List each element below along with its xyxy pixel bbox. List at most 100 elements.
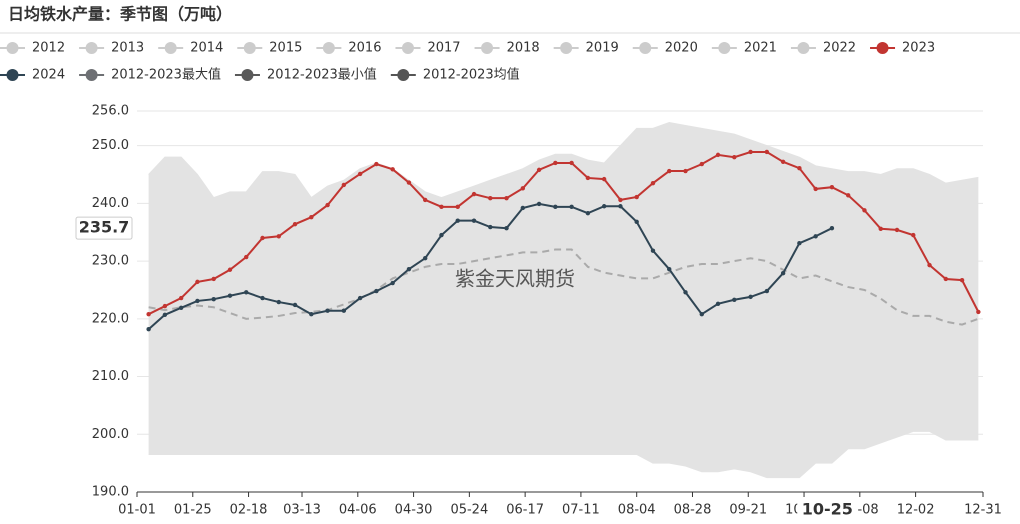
legend-label: 2024 bbox=[32, 68, 65, 83]
x-tick-label: 04-30 bbox=[395, 503, 433, 518]
x-tick-label: 03-13 bbox=[283, 503, 321, 518]
point bbox=[488, 195, 493, 201]
point bbox=[227, 267, 233, 272]
point bbox=[618, 204, 623, 209]
legend-item[interactable]: 2020 bbox=[632, 41, 698, 56]
legend-item[interactable]: 2015 bbox=[237, 41, 302, 56]
x-tick-label: 05-24 bbox=[450, 503, 488, 518]
x-tick-label: 06-17 bbox=[506, 503, 544, 518]
point bbox=[439, 204, 444, 210]
point bbox=[488, 224, 493, 230]
pointer-y-box bbox=[75, 216, 133, 240]
series-line bbox=[148, 150, 980, 316]
x-tick-label: 01-25 bbox=[174, 503, 212, 518]
legend-item[interactable]: 2013 bbox=[79, 41, 144, 56]
point bbox=[927, 262, 932, 268]
point bbox=[780, 271, 786, 276]
range-band bbox=[148, 122, 979, 478]
legend-label: 2019 bbox=[586, 41, 619, 56]
point bbox=[260, 235, 265, 241]
point bbox=[699, 161, 704, 167]
legend-item[interactable]: 2018 bbox=[474, 41, 540, 56]
legend-label: 2017 bbox=[427, 41, 460, 56]
point bbox=[146, 327, 151, 332]
point bbox=[878, 226, 883, 231]
legend-label: 2015 bbox=[269, 41, 302, 56]
point bbox=[813, 234, 818, 239]
point bbox=[797, 240, 802, 246]
point bbox=[325, 202, 330, 208]
point bbox=[894, 227, 900, 233]
legend-dot bbox=[876, 42, 889, 54]
point bbox=[585, 175, 591, 181]
point bbox=[829, 225, 835, 231]
y-tick-label: 220.0 bbox=[92, 311, 129, 326]
y-tick-label: 210.0 bbox=[92, 369, 129, 384]
watermark: 紫金天风期货 bbox=[455, 267, 575, 291]
legend-item[interactable]: 2021 bbox=[711, 41, 777, 56]
point bbox=[715, 301, 721, 307]
point bbox=[634, 219, 639, 225]
x-tick-label: 08-04 bbox=[618, 503, 656, 518]
legend-label: 2016 bbox=[348, 41, 381, 56]
legend-label: 2014 bbox=[190, 41, 223, 56]
legend-item[interactable]: 2012 bbox=[0, 41, 65, 56]
point bbox=[520, 205, 526, 211]
point bbox=[797, 165, 802, 171]
point bbox=[536, 167, 542, 173]
legend-item[interactable]: 2014 bbox=[158, 41, 223, 56]
point bbox=[455, 218, 460, 223]
legend-label: 2018 bbox=[507, 41, 540, 56]
point bbox=[422, 197, 428, 203]
legend-dot bbox=[85, 42, 98, 54]
legend-item[interactable]: 2017 bbox=[395, 41, 461, 56]
point bbox=[357, 295, 363, 301]
legend-dot bbox=[481, 42, 494, 54]
point bbox=[780, 159, 786, 164]
x-tick-label: 12-31 bbox=[964, 503, 1002, 518]
y-tick-label: 200.0 bbox=[92, 427, 129, 442]
point bbox=[764, 288, 770, 294]
point bbox=[764, 149, 770, 155]
band-edge bbox=[148, 430, 979, 479]
point bbox=[244, 254, 249, 260]
point bbox=[601, 204, 607, 209]
legend-label: 2012-2023最大值 bbox=[111, 67, 221, 83]
legend-item[interactable]: 2012-2023最小值 bbox=[234, 67, 377, 83]
point bbox=[813, 186, 818, 192]
point bbox=[227, 293, 233, 298]
legend-item[interactable]: 2019 bbox=[553, 41, 619, 56]
point bbox=[146, 312, 151, 317]
point bbox=[309, 215, 314, 220]
legend-dot bbox=[797, 42, 810, 54]
legend-item[interactable]: 2012-2023最大值 bbox=[79, 67, 221, 83]
x-tick-label: 07-11 bbox=[562, 503, 600, 518]
point bbox=[244, 290, 249, 295]
point bbox=[471, 218, 477, 223]
point bbox=[341, 182, 347, 188]
legend-dot bbox=[718, 42, 731, 54]
point bbox=[178, 295, 184, 301]
point bbox=[911, 232, 916, 238]
x-tick-label: 08-28 bbox=[674, 503, 712, 518]
point bbox=[569, 160, 574, 166]
point bbox=[357, 171, 363, 177]
legend-dot bbox=[560, 42, 573, 54]
legend-item[interactable]: 2016 bbox=[316, 41, 381, 56]
y-tick-label: 240.0 bbox=[92, 196, 129, 211]
point bbox=[667, 266, 672, 272]
legend-label: 2020 bbox=[665, 41, 698, 56]
pointer-x-box bbox=[797, 498, 858, 522]
legend-item[interactable]: 2023 bbox=[870, 41, 935, 56]
point bbox=[374, 288, 379, 294]
point bbox=[325, 308, 330, 313]
point bbox=[845, 193, 851, 198]
legend-item[interactable]: 2024 bbox=[0, 68, 65, 83]
point bbox=[504, 225, 509, 231]
point bbox=[162, 303, 168, 309]
point bbox=[618, 197, 623, 203]
point bbox=[553, 204, 558, 210]
legend-item[interactable]: 2012-2023均值 bbox=[390, 67, 520, 83]
legend-item[interactable]: 2022 bbox=[790, 41, 856, 56]
